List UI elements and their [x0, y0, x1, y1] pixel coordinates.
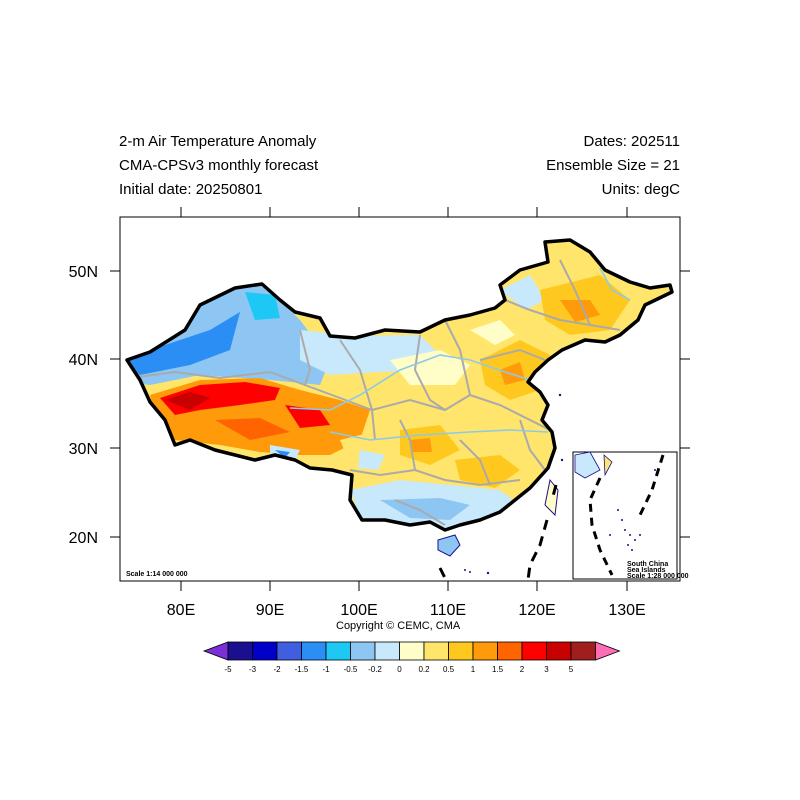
colorbar-label: -5: [224, 665, 232, 674]
colorbar-label: -2: [273, 665, 281, 674]
colorbar-label: 0: [397, 665, 402, 674]
y-tick-20n: 20N: [69, 530, 98, 547]
colorbar-swatch: [227, 641, 253, 661]
colorbar-swatch: [350, 641, 376, 661]
colorbar-label: 0.5: [443, 665, 455, 674]
units-label: Units: degC: [601, 181, 680, 198]
x-tick-90e: 90E: [256, 602, 284, 619]
colorbar-swatch: [423, 641, 449, 661]
colorbar-swatch: [497, 641, 523, 661]
colorbar-swatch: [472, 641, 498, 661]
colorbar-swatch: [521, 641, 547, 661]
rivers: [289, 267, 631, 441]
axis-ticks: [110, 207, 690, 591]
colorbar-swatch: [546, 641, 572, 661]
inset-label-line2: Sea Islands: [627, 567, 666, 574]
colorbar-swatch: [252, 641, 278, 661]
colorbar-swatch: [325, 641, 351, 661]
colorbar-label: -0.2: [368, 665, 382, 674]
colorbar-swatch: [399, 641, 425, 661]
map-title: 2-m Air Temperature Anomaly: [119, 133, 317, 150]
province-boundaries: [129, 259, 621, 526]
model-subtitle: CMA-CPSv3 monthly forecast: [119, 157, 319, 174]
colorbar-arrow-high: [595, 641, 621, 661]
initial-date: Initial date: 20250801: [119, 181, 263, 198]
colorbar-swatch: [301, 641, 327, 661]
colorbar-swatch: [374, 641, 400, 661]
main-scale-label: Scale 1:14 000 000: [126, 571, 188, 578]
inset-label-line1: South China: [627, 561, 668, 568]
colorbar-swatch: [570, 641, 596, 661]
coastal-islands: [464, 393, 564, 575]
colorbar-label: 0.2: [418, 665, 430, 674]
y-tick-50n: 50N: [69, 264, 98, 281]
colorbar-label: -1: [322, 665, 330, 674]
x-tick-130e: 130E: [608, 602, 645, 619]
country-border: [125, 238, 674, 532]
anomaly-field: [127, 240, 672, 530]
x-tick-120e: 120E: [518, 602, 555, 619]
colorbar-swatch: [448, 641, 474, 661]
x-tick-100e: 100E: [340, 602, 377, 619]
colorbar-swatch: [276, 641, 302, 661]
colorbar-label: 2: [520, 665, 525, 674]
inset-scale-label: Scale 1:28 000 000: [627, 573, 689, 580]
maritime-boundary: [438, 484, 558, 581]
colorbar-label: 1: [471, 665, 476, 674]
colorbar-arrow-low: [202, 641, 229, 661]
copyright-label: Copyright © CEMC, CMA: [336, 620, 461, 632]
colorbar-label: -1.5: [295, 665, 309, 674]
colorbar-label: 1.5: [492, 665, 504, 674]
colorbar-label: -0.5: [344, 665, 358, 674]
y-tick-40n: 40N: [69, 352, 98, 369]
forecast-dates: Dates: 202511: [583, 133, 680, 150]
x-tick-80e: 80E: [167, 602, 195, 619]
y-tick-30n: 30N: [69, 441, 98, 458]
south-china-sea-inset: South China Sea Islands Scale 1:28 000 0…: [572, 451, 689, 580]
colorbar-label: 3: [544, 665, 549, 674]
colorbar: -5 -3 -2 -1.5 -1 -0.5 -0.2 0 0.2 0.5 1 1.5 2 3 5: [202, 641, 621, 674]
hainan-island: [437, 534, 461, 557]
x-tick-110e: 110E: [430, 602, 466, 619]
ensemble-size: Ensemble Size = 21: [546, 157, 680, 174]
colorbar-label: 5: [569, 665, 574, 674]
colorbar-label: -3: [249, 665, 257, 674]
